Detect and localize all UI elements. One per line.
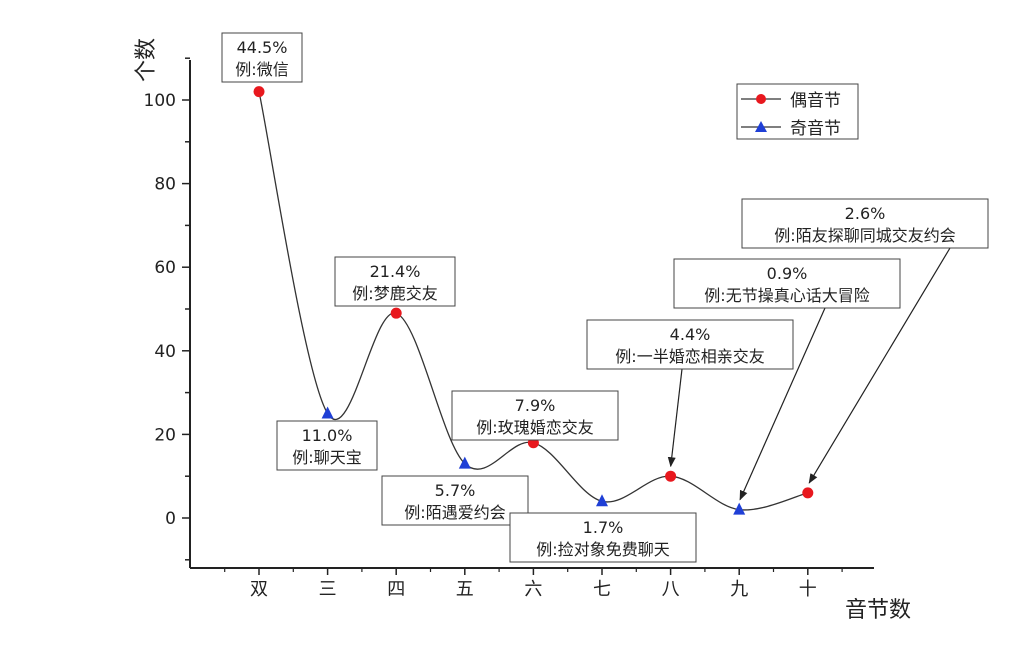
- callout-arrow: [808, 247, 951, 484]
- callout-box: [451, 390, 619, 441]
- x-tick-label: 八: [662, 579, 680, 600]
- odd-syllable-point: [596, 494, 608, 507]
- callout-box: [586, 319, 794, 370]
- callout-example: 例:一半婚恋相亲交友: [615, 347, 764, 366]
- y-tick-label: 40: [154, 342, 176, 362]
- callout-example: 例:玫瑰婚恋交友: [476, 418, 593, 437]
- callout-example: 例:梦鹿交友: [352, 284, 437, 303]
- callout-percent: 4.4%: [670, 325, 711, 344]
- trend-curve: [258, 91, 808, 511]
- odd-syllable-point: [733, 502, 746, 515]
- y-tick-label: 0: [165, 509, 176, 529]
- annotation-callout: 5.7% 例:陌遇爱约会: [381, 475, 529, 526]
- annotation-callout: 0.9% 例:无节操真心话大冒险: [673, 258, 901, 309]
- x-tick-label: 双: [250, 579, 268, 600]
- y-tick-label: 100: [144, 91, 176, 111]
- callout-arrow: [739, 307, 826, 501]
- legend-label-even: 偶音节: [790, 91, 841, 111]
- even-syllable-point: [665, 470, 677, 482]
- callout-percent: 2.6%: [845, 204, 886, 223]
- x-axis-ticks: 双三四五六七八九十: [224, 568, 843, 600]
- x-tick-label: 五: [456, 579, 474, 600]
- callout-box: [276, 420, 378, 471]
- annotation-callout: 4.4% 例:一半婚恋相亲交友: [586, 319, 794, 370]
- callout-example: 例:陌友探聊同城交友约会: [774, 226, 955, 245]
- callout-percent: 5.7%: [435, 481, 476, 500]
- callout-example: 例:聊天宝: [292, 448, 361, 467]
- callout-box: [334, 256, 456, 307]
- legend-label-odd: 奇音节: [790, 119, 841, 139]
- annotation-arrows: [667, 247, 951, 501]
- y-tick-label: 20: [154, 425, 176, 445]
- callout-percent: 11.0%: [302, 426, 353, 445]
- x-tick-label: 四: [387, 579, 405, 600]
- odd-syllable-point: [321, 406, 334, 419]
- x-axis-label: 音节数: [845, 598, 911, 623]
- annotation-callout: 21.4% 例:梦鹿交友: [334, 256, 456, 307]
- y-tick-label: 80: [154, 175, 176, 195]
- data-markers: [253, 86, 814, 515]
- callout-percent: 1.7%: [583, 518, 624, 537]
- callout-percent: 7.9%: [515, 396, 556, 415]
- even-syllable-point: [802, 487, 814, 499]
- annotation-callout: 11.0% 例:聊天宝: [276, 420, 378, 471]
- y-axis-label: 个数: [134, 38, 159, 82]
- callout-box: [673, 258, 901, 309]
- callout-box: [509, 512, 697, 563]
- x-tick-label: 三: [319, 579, 337, 600]
- legend: 偶音节 奇音节: [736, 83, 859, 140]
- annotation-callouts: 44.5% 例:微信 11.0% 例:聊天宝 21.4% 例:梦鹿交友 5.7% 例:陌遇爱约…: [221, 32, 989, 563]
- annotation-callout: 7.9% 例:玫瑰婚恋交友: [451, 390, 619, 441]
- legend-marker-even: [756, 94, 766, 104]
- callout-box: [221, 32, 303, 83]
- callout-example: 例:无节操真心话大冒险: [704, 286, 869, 305]
- x-tick-label: 七: [593, 579, 611, 600]
- x-tick-label: 九: [730, 579, 748, 600]
- annotation-callout: 1.7% 例:捡对象免费聊天: [509, 512, 697, 563]
- y-tick-label: 60: [154, 258, 176, 278]
- x-tick-label: 六: [524, 579, 542, 600]
- y-axis-ticks: 0 20 40 60 80 100: [144, 57, 190, 561]
- callout-box: [381, 475, 529, 526]
- callout-percent: 21.4%: [370, 262, 421, 281]
- legend-marker-odd: [755, 121, 767, 132]
- callout-example: 例:捡对象免费聊天: [536, 540, 669, 559]
- callout-percent: 44.5%: [237, 38, 288, 57]
- annotation-callout: 2.6% 例:陌友探聊同城交友约会: [741, 198, 989, 249]
- callout-example: 例:陌遇爱约会: [404, 503, 505, 522]
- odd-syllable-point: [458, 456, 471, 469]
- callout-box: [741, 198, 989, 249]
- x-tick-label: 十: [799, 579, 817, 600]
- even-syllable-point: [390, 307, 402, 319]
- annotation-callout: 44.5% 例:微信: [221, 32, 303, 83]
- callout-percent: 0.9%: [767, 264, 808, 283]
- callout-arrow: [667, 368, 683, 468]
- callout-example: 例:微信: [235, 60, 288, 79]
- even-syllable-point: [253, 86, 265, 98]
